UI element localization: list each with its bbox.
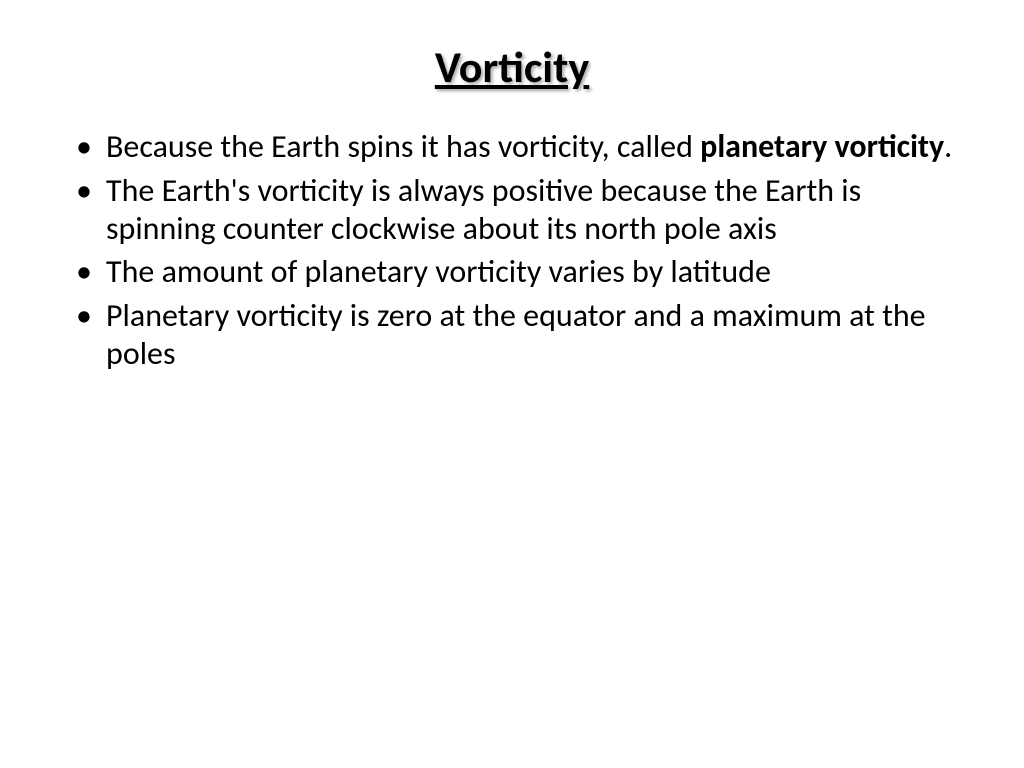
bullet-text-run: The Earth [106,171,231,210]
bullet-item: Planetary vorticity is zero at the equat… [70,297,954,373]
bullet-item: The amount of planetary vorticity varies… [70,253,954,291]
bullet-text-run: The amount of planetary vorticity varies… [106,252,771,291]
bullet-text-run: planetary vorticity [700,127,944,166]
bullet-text-run: . [944,127,952,166]
bullet-list: Because the Earth spins it has vorticity… [70,128,954,373]
slide-title: Vorticity [70,40,954,94]
bullet-text-run: ' [231,171,238,210]
slide: Vorticity Because the Earth spins it has… [0,0,1024,768]
bullet-item: Because the Earth spins it has vorticity… [70,128,954,166]
bullet-text-run: Because the Earth spins it has vorticity… [106,127,700,166]
bullet-item: The Earth's vorticity is always positive… [70,172,954,248]
bullet-text-run: Planetary vorticity is zero at the equat… [106,296,926,373]
